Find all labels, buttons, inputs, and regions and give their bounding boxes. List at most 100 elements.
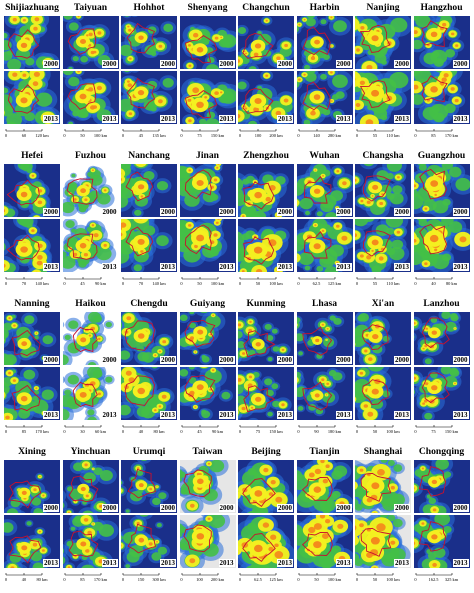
scale-tick-label: 110 km	[386, 281, 400, 286]
map-panel-2013: 2013	[238, 515, 294, 568]
scale-bar: 0 140 280 km	[297, 127, 353, 143]
scale-bar: 0 62.5 125 km	[238, 571, 294, 587]
light-blob	[413, 538, 419, 549]
light-blob	[303, 119, 310, 124]
scale-tick-label: 80 km	[36, 577, 48, 582]
year-label: 2013	[160, 559, 176, 567]
light-blob	[133, 264, 142, 272]
light-blob	[330, 100, 333, 102]
scale-tick-label: 60 km	[94, 429, 107, 434]
night-light-map	[296, 460, 353, 513]
scale-tick-label: 55	[372, 133, 378, 138]
light-blob	[86, 416, 97, 420]
light-blob	[268, 492, 274, 496]
scale-bar: 0 90 180 km	[297, 423, 353, 439]
light-blob	[238, 242, 244, 255]
light-blob	[423, 52, 437, 65]
scale-tick-label: 50	[372, 577, 378, 582]
night-light-map	[355, 460, 411, 513]
light-blob	[103, 243, 107, 247]
light-blob	[307, 526, 315, 534]
light-blob	[296, 531, 302, 538]
light-blob	[140, 250, 144, 253]
light-blob	[355, 178, 357, 182]
light-blob	[324, 212, 337, 217]
light-blob	[319, 73, 327, 80]
map-panel-2013: 2013	[413, 367, 470, 420]
urban-peak	[371, 239, 379, 246]
light-blob	[272, 346, 280, 352]
light-blob	[62, 499, 67, 512]
urban-peak	[429, 234, 438, 243]
light-blob	[31, 174, 35, 177]
light-blob	[314, 468, 321, 475]
light-blob	[200, 409, 206, 415]
year-label: 2000	[394, 504, 410, 512]
light-blob	[248, 328, 253, 333]
light-blob	[97, 337, 101, 340]
light-blob	[4, 209, 6, 213]
light-blob	[430, 317, 437, 323]
light-blob	[162, 78, 174, 88]
night-light-map	[296, 515, 353, 568]
light-blob	[62, 71, 74, 76]
scale-tick-label: 50	[197, 281, 202, 286]
light-blob	[296, 317, 300, 323]
map-panel-2013: 2013	[296, 367, 353, 420]
light-blob	[440, 515, 446, 517]
night-light-map	[238, 71, 294, 124]
year-label: 2013	[43, 411, 59, 419]
light-blob	[389, 192, 404, 205]
light-blob	[10, 566, 15, 568]
urban-peak	[313, 94, 320, 100]
scale-tick-label: 150 km	[444, 429, 459, 434]
urban-peak	[79, 93, 87, 100]
night-light-map	[121, 164, 177, 217]
map-panel-2000: 2000	[121, 460, 177, 513]
light-blob	[332, 20, 347, 33]
light-blob	[208, 460, 224, 473]
scale-tick-label: 140	[313, 133, 320, 138]
map-panel-2013: 2013	[238, 71, 294, 124]
year-label: 2013	[452, 263, 469, 271]
scale-tick-label: 0	[4, 577, 8, 582]
urban-peak	[137, 238, 145, 245]
scale-bar: 0 162.5 325 km	[414, 571, 470, 587]
light-blob	[179, 471, 186, 478]
light-blob	[356, 48, 360, 52]
light-blob	[79, 55, 88, 63]
light-blob	[315, 265, 323, 272]
light-blob	[371, 195, 374, 197]
year-label: 2000	[160, 504, 176, 512]
year-label: 2000	[394, 356, 410, 364]
city-name: Urumqi	[132, 446, 166, 457]
city-boundary	[301, 81, 331, 111]
year-label: 2000	[335, 60, 352, 68]
urban-peak	[372, 184, 379, 190]
light-blob	[33, 508, 43, 513]
light-blob	[86, 409, 94, 416]
light-blob	[241, 406, 246, 411]
city-boundary	[124, 375, 155, 406]
city-name: Changchun	[242, 2, 290, 13]
city-name: Shenyang	[187, 2, 228, 13]
light-blob	[325, 382, 329, 385]
urban-peak	[137, 333, 145, 339]
urban-peak	[137, 90, 145, 96]
light-blob	[204, 369, 222, 384]
light-blob	[143, 312, 152, 313]
night-light-map	[179, 515, 236, 568]
city-boundary	[66, 178, 98, 205]
light-blob	[121, 480, 123, 485]
city-name-row: Nanning Haikou Chengdu Guiyang Kunming Lhasa X…	[4, 298, 472, 310]
scale-tick-label: 75	[197, 133, 202, 138]
light-blob	[355, 558, 364, 567]
light-blob	[304, 72, 317, 82]
light-blob	[371, 265, 382, 272]
light-blob	[453, 328, 456, 329]
urban-peak	[431, 330, 437, 335]
light-blob	[4, 522, 14, 533]
city-boundary	[67, 83, 96, 110]
light-blob	[203, 96, 207, 99]
light-blob	[304, 265, 310, 271]
